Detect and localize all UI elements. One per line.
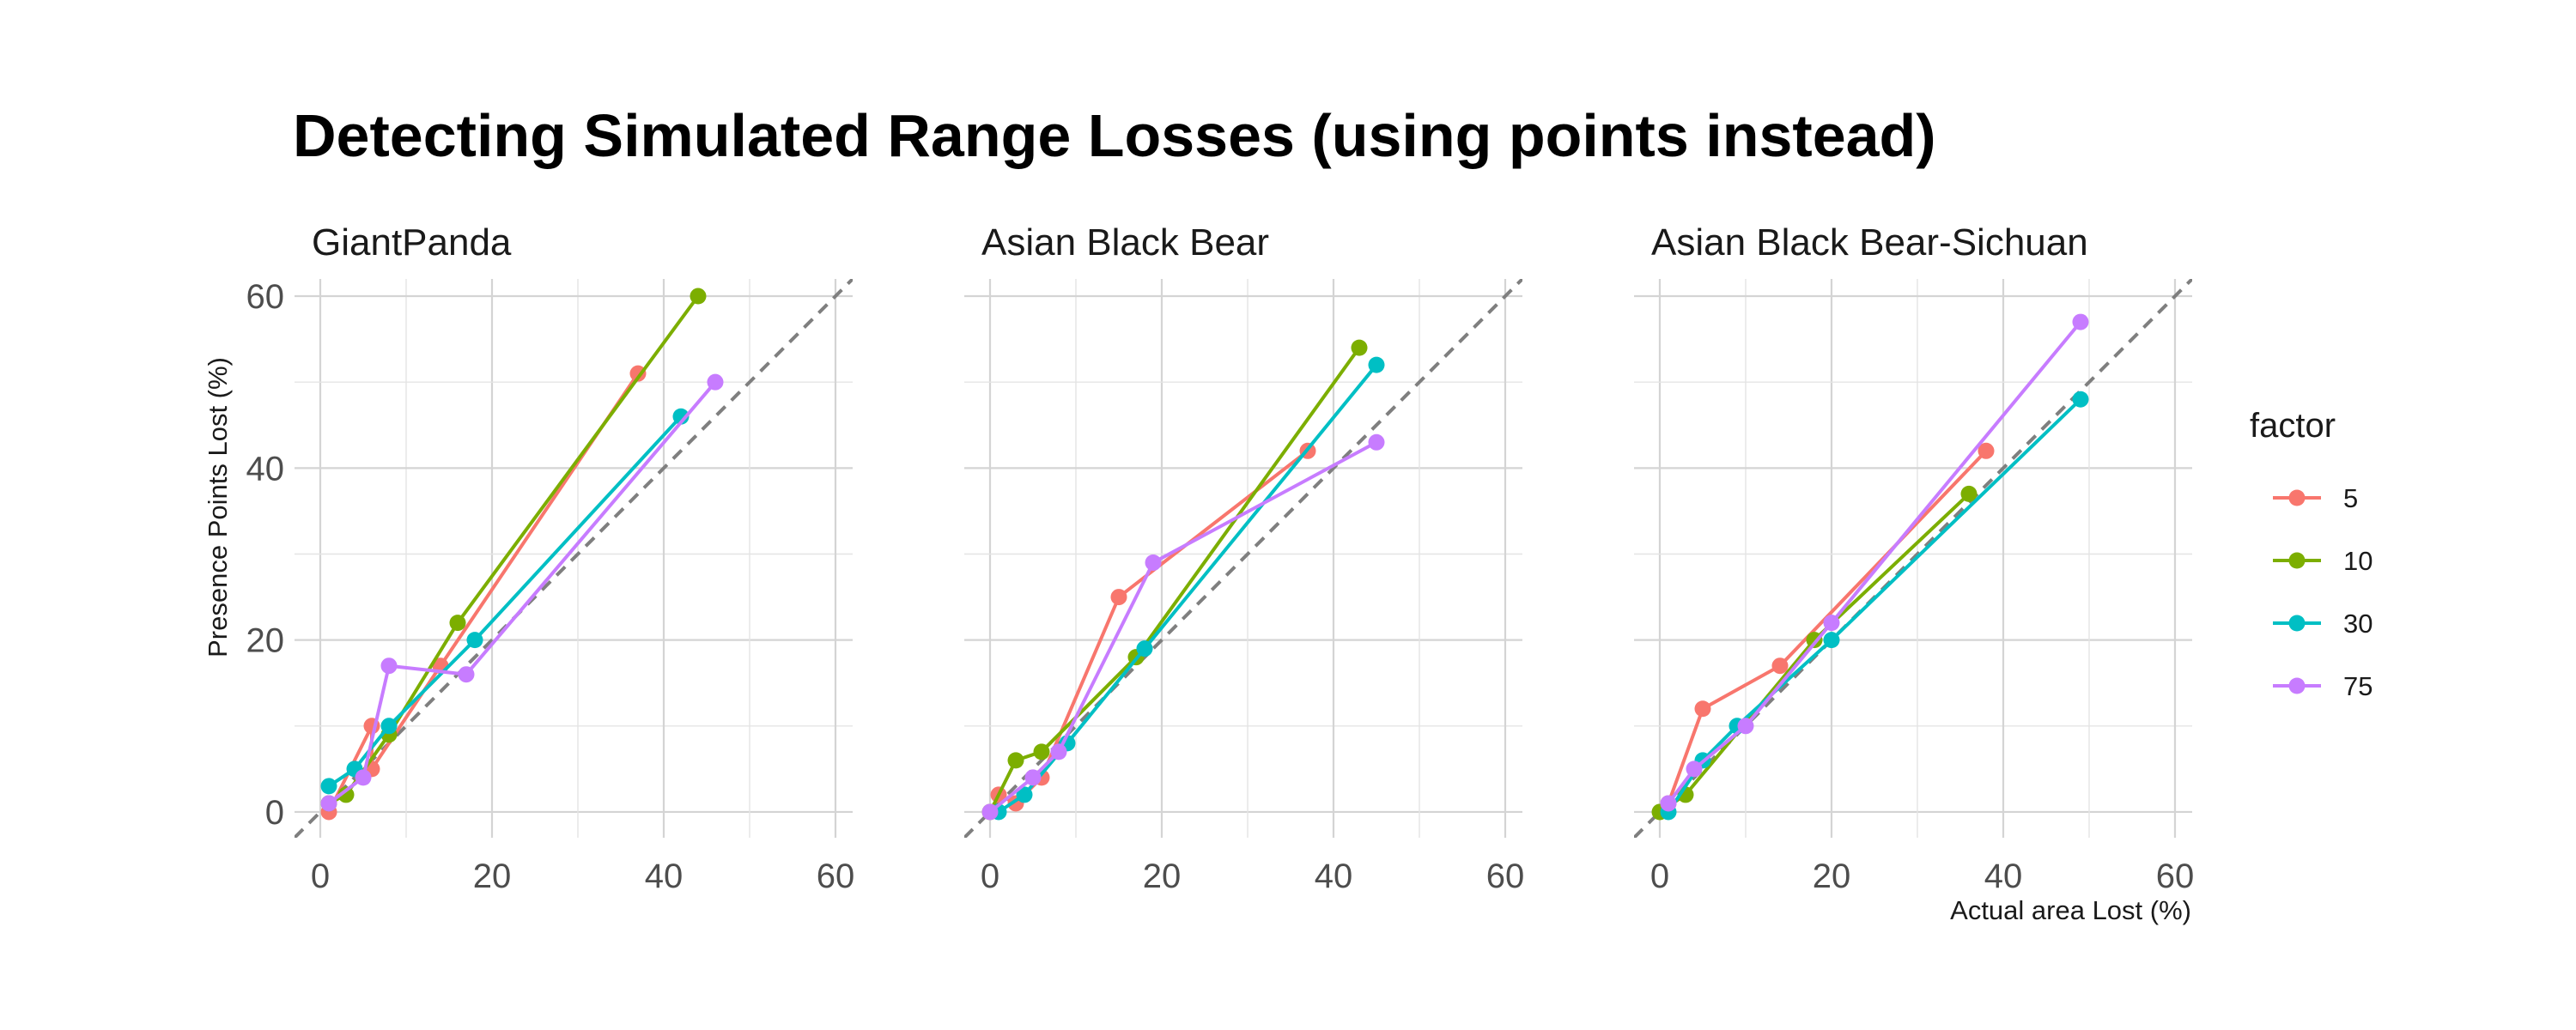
data-point — [1823, 632, 1840, 649]
data-point — [1771, 657, 1789, 675]
data-point — [320, 778, 337, 795]
legend-key-point — [2288, 615, 2306, 632]
panel-2: Asian Black Bear-Sichuan 0 20 40 60 — [1634, 221, 2194, 895]
data-point — [981, 803, 999, 821]
data-point — [320, 795, 337, 812]
x-tick-label: 60 — [817, 857, 855, 895]
series-line — [1667, 397, 2082, 814]
x-axis-label: Actual area Lost (%) — [1950, 895, 2191, 925]
y-tick-label: 0 — [265, 794, 284, 832]
x-tick-label: 40 — [645, 857, 683, 895]
data-point — [1823, 615, 1840, 632]
data-point — [1960, 485, 1978, 502]
data-point — [2072, 391, 2089, 408]
legend-key-point — [2288, 552, 2306, 569]
data-point — [1368, 356, 1385, 373]
data-point — [1978, 442, 1995, 459]
series-30 — [1660, 391, 2089, 821]
series-line — [988, 346, 1361, 813]
data-point — [1737, 718, 1754, 735]
data-point — [1110, 589, 1127, 606]
legend-label: 30 — [2343, 609, 2372, 639]
series-30 — [320, 408, 690, 795]
data-point — [355, 769, 372, 786]
series-10 — [981, 339, 1368, 821]
x-tick-label: 60 — [2156, 857, 2195, 895]
data-point — [672, 408, 690, 425]
data-point — [707, 373, 724, 391]
data-point — [1145, 554, 1162, 572]
data-point — [1694, 700, 1711, 718]
panel-1: Asian Black Bear 0 20 40 60 — [964, 221, 1524, 895]
x-tick-label: 40 — [1315, 857, 1353, 895]
y-tick-label: 60 — [246, 278, 285, 316]
reference-line — [295, 279, 853, 838]
x-tick-label: 20 — [1143, 857, 1182, 895]
data-point — [1024, 769, 1042, 786]
data-point — [1033, 743, 1050, 760]
legend-label: 75 — [2343, 671, 2372, 701]
data-point — [1050, 743, 1067, 760]
data-point — [380, 718, 398, 735]
x-tick-label: 20 — [1813, 857, 1851, 895]
series-75 — [320, 373, 724, 812]
legend-key-point — [2288, 677, 2306, 694]
data-point — [466, 632, 483, 649]
data-point — [1351, 339, 1368, 356]
series-30 — [990, 356, 1385, 821]
series-75 — [1660, 313, 2089, 812]
grid — [1634, 279, 2192, 838]
legend-item-5: 5 — [2273, 483, 2358, 513]
data-point — [1007, 752, 1024, 769]
data-point — [1686, 760, 1703, 778]
legend: factor 5 10 30 75 — [2250, 407, 2372, 701]
facet-title: Asian Black Bear-Sichuan — [1651, 221, 2088, 264]
legend-label: 5 — [2343, 483, 2358, 513]
data-point — [1368, 433, 1385, 451]
x-tick-label: 40 — [1984, 857, 2023, 895]
x-tick-label: 20 — [473, 857, 512, 895]
series-75 — [981, 433, 1385, 821]
legend-item-30: 30 — [2273, 609, 2372, 639]
legend-label: 10 — [2343, 546, 2372, 576]
x-tick-label: 0 — [981, 857, 999, 895]
legend-item-75: 75 — [2273, 671, 2372, 701]
legend-item-10: 10 — [2273, 546, 2372, 576]
x-tick-label: 0 — [1650, 857, 1669, 895]
data-point — [458, 666, 475, 683]
panel-0: GiantPanda 0 20 40 60 0 20 40 60 — [246, 221, 855, 895]
data-point — [380, 657, 398, 675]
data-point — [1016, 786, 1033, 803]
series-10 — [320, 288, 707, 812]
data-point — [690, 288, 707, 305]
data-point — [1136, 640, 1153, 657]
data-point — [449, 615, 466, 632]
data-point — [1660, 795, 1677, 812]
legend-key-point — [2288, 489, 2306, 506]
data-point — [2072, 313, 2089, 330]
data-point — [337, 786, 355, 803]
x-tick-label: 60 — [1486, 857, 1525, 895]
y-axis-label: Presence Points Lost (%) — [203, 357, 233, 657]
series-line — [327, 415, 683, 788]
grid — [295, 279, 853, 838]
legend-title: factor — [2250, 407, 2336, 445]
facet-title: Asian Black Bear — [981, 221, 1269, 264]
x-tick-label: 0 — [311, 857, 330, 895]
chart-title: Detecting Simulated Range Losses (using … — [293, 102, 1936, 169]
y-tick-label: 40 — [246, 450, 285, 488]
y-tick-label: 20 — [246, 622, 285, 660]
facet-title: GiantPanda — [312, 221, 512, 264]
